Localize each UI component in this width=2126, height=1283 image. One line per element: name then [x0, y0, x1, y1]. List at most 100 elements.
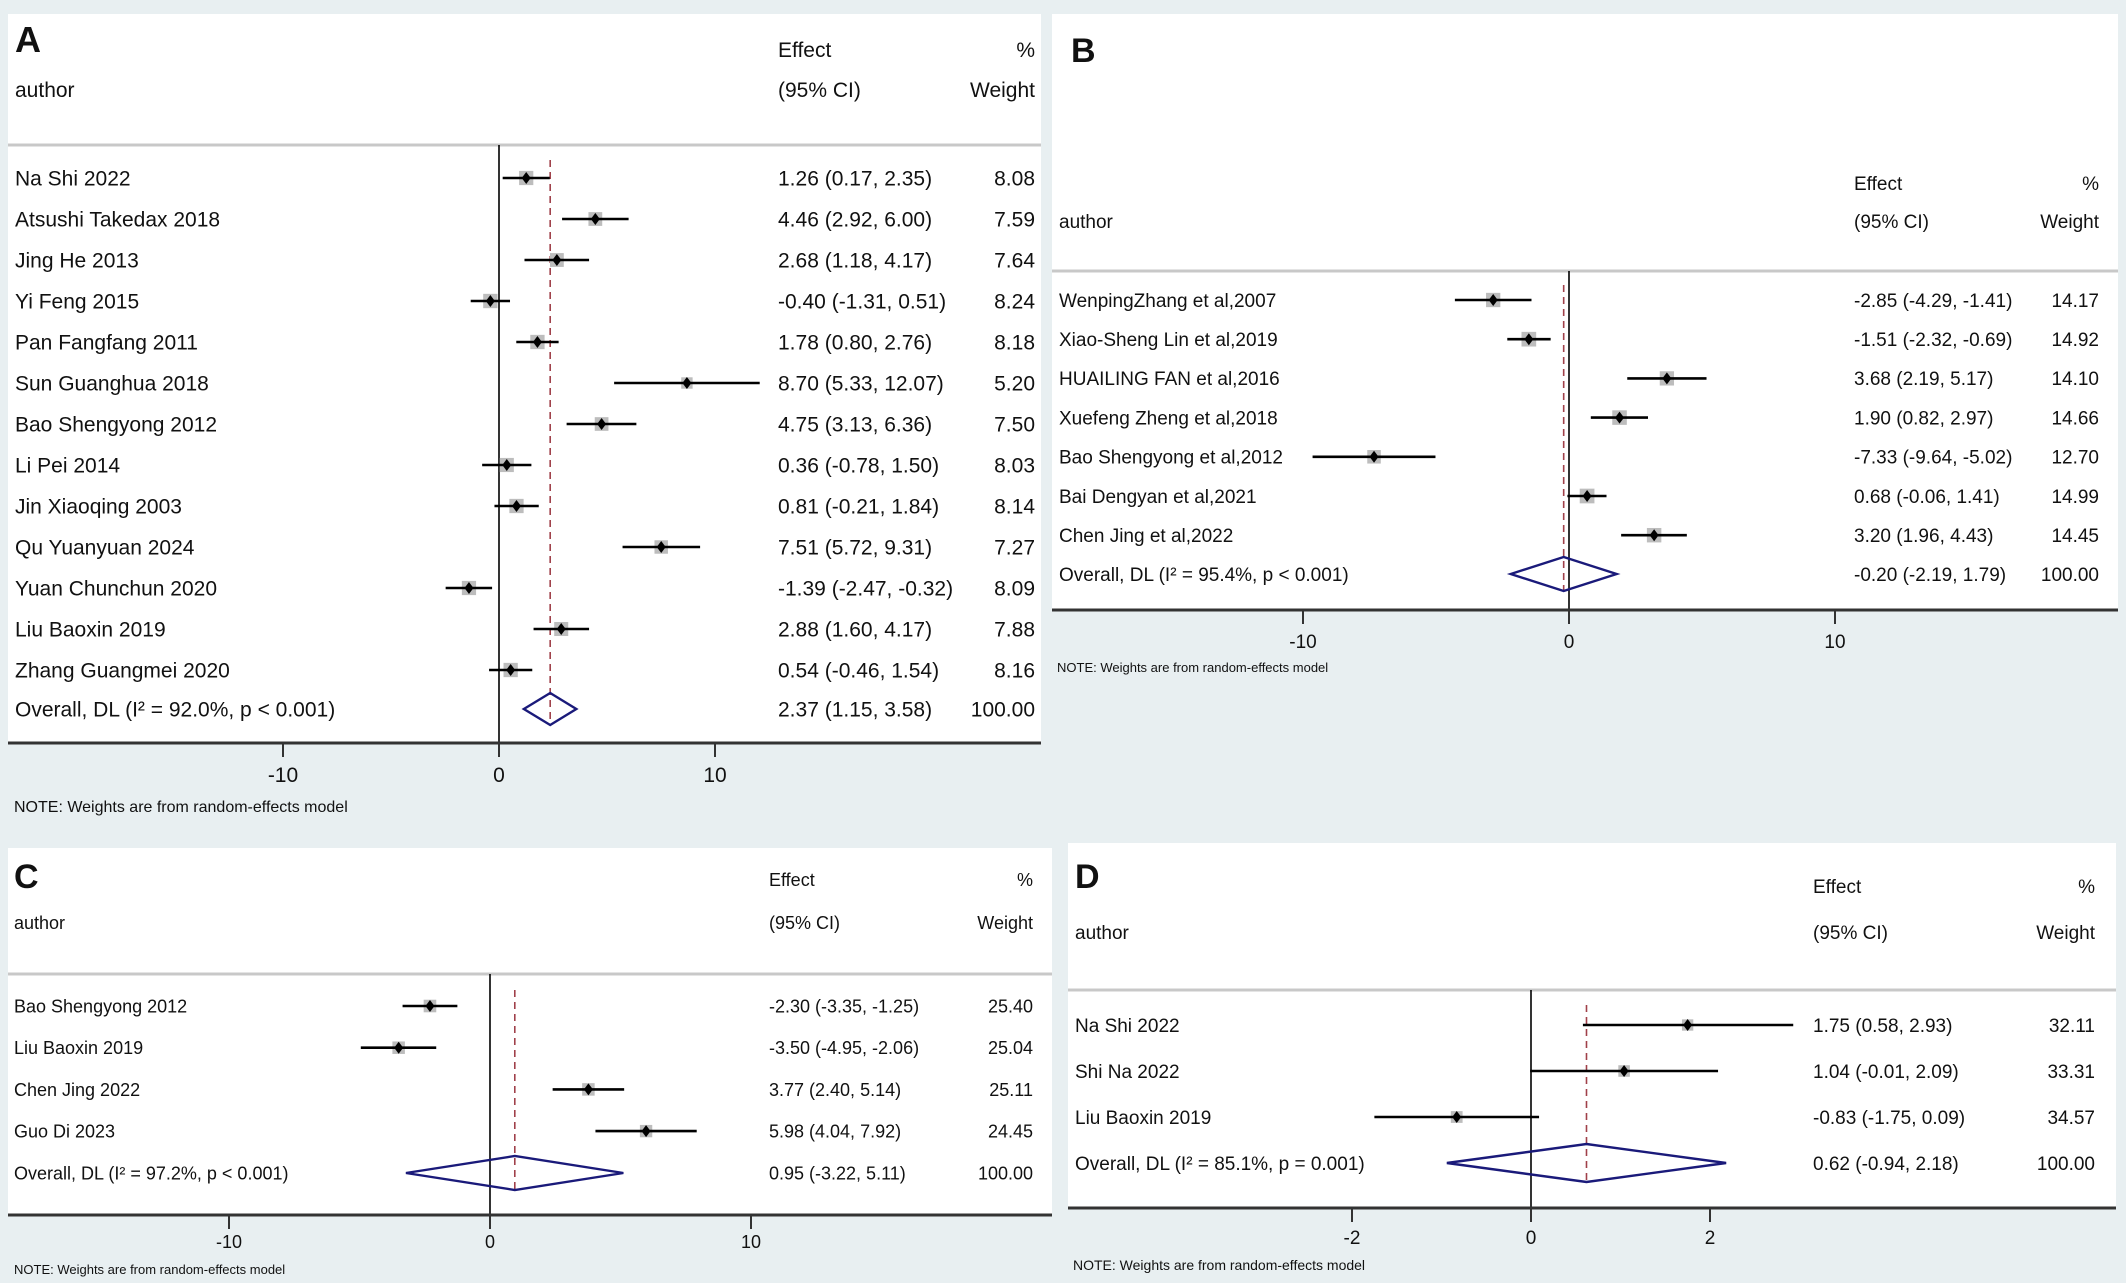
overall-row: Overall, DL (I² = 85.1%, p = 0.001) 0.62 …	[1075, 1142, 2095, 1184]
study-weight: 7.50	[994, 414, 1035, 437]
header-ci: (95% CI)	[1854, 212, 1929, 233]
study-weight: 7.64	[994, 250, 1035, 273]
x-tick-label: -10	[216, 1232, 242, 1252]
point-estimate	[1683, 1019, 1693, 1031]
study-row: Liu Baoxin 2019 -3.50 (-4.95, -2.06) 25.04	[14, 1038, 1033, 1058]
header-weight: Weight	[2040, 212, 2100, 233]
overall-effect-ci: 2.37 (1.15, 3.58)	[778, 699, 932, 722]
header-weight: Weight	[970, 79, 1035, 102]
study-effect-ci: 0.68 (-0.06, 1.41)	[1854, 487, 2000, 508]
point-estimate	[1615, 411, 1625, 424]
header-percent: %	[2082, 174, 2099, 195]
overall-weight: 100.00	[2041, 565, 2099, 586]
overall-effect-ci: -0.20 (-2.19, 1.79)	[1854, 565, 2006, 586]
overall-diamond	[1506, 555, 1621, 593]
overall-effect-ci: 0.95 (-3.22, 5.11)	[769, 1163, 906, 1183]
study-effect-ci: -0.83 (-1.75, 0.09)	[1813, 1108, 1965, 1129]
point-estimate	[552, 254, 562, 266]
point-estimate	[521, 172, 531, 184]
header-ci: (95% CI)	[1813, 923, 1888, 944]
study-weight: 14.66	[2051, 408, 2099, 429]
study-row: Bai Dengyan et al,2021 0.68 (-0.06, 1.41)…	[1059, 487, 2099, 508]
study-author: Shi Na 2022	[1075, 1062, 1180, 1083]
study-row: Jin Xiaoqing 2003 0.81 (-0.21, 1.84) 8.14	[15, 496, 1035, 519]
study-weight: 7.88	[994, 619, 1035, 642]
point-estimate	[1649, 529, 1659, 542]
study-effect-ci: 1.78 (0.80, 2.76)	[778, 332, 932, 355]
study-author: HUAILING FAN et al,2016	[1059, 369, 1280, 390]
x-tick-label: 0	[1564, 632, 1575, 653]
study-row: Liu Baoxin 2019 2.88 (1.60, 4.17) 7.88	[15, 619, 1035, 642]
study-weight: 7.27	[994, 537, 1035, 560]
study-effect-ci: -2.30 (-3.35, -1.25)	[769, 996, 919, 1016]
study-effect-ci: 8.70 (5.33, 12.07)	[778, 373, 944, 396]
header-author: author	[15, 79, 75, 102]
study-row: Qu Yuanyuan 2024 7.51 (5.72, 9.31) 7.27	[15, 537, 1035, 560]
study-row: Liu Baoxin 2019 -0.83 (-1.75, 0.09) 34.57	[1075, 1108, 2095, 1129]
study-weight: 8.09	[994, 578, 1035, 601]
study-author: Liu Baoxin 2019	[14, 1038, 143, 1058]
study-weight: 14.45	[2051, 526, 2099, 547]
overall-row: Overall, DL (I² = 97.2%, p < 0.001) 0.95 …	[14, 1154, 1033, 1192]
x-tick-label: 10	[703, 764, 726, 787]
x-tick-label: 10	[1824, 632, 1845, 653]
footnote: NOTE: Weights are from random-effects mo…	[14, 799, 348, 816]
study-row: Bao Shengyong 2012 -2.30 (-3.35, -1.25) 25…	[14, 996, 1033, 1016]
study-effect-ci: 0.54 (-0.46, 1.54)	[778, 660, 939, 683]
study-effect-ci: 2.88 (1.60, 4.17)	[778, 619, 932, 642]
study-effect-ci: -2.85 (-4.29, -1.41)	[1854, 291, 2012, 312]
study-effect-ci: 4.46 (2.92, 6.00)	[778, 209, 932, 232]
overall-weight: 100.00	[978, 1163, 1033, 1183]
study-weight: 32.11	[2049, 1016, 2095, 1037]
study-author: Jin Xiaoqing 2003	[15, 496, 182, 519]
header-weight: Weight	[977, 913, 1033, 933]
study-author: Zhang Guangmei 2020	[15, 660, 230, 683]
x-tick-label: 0	[493, 764, 505, 787]
study-weight: 14.99	[2051, 487, 2099, 508]
overall-diamond	[1446, 1142, 1727, 1184]
point-estimate	[394, 1041, 404, 1054]
study-author: Na Shi 2022	[15, 168, 131, 191]
study-weight: 8.03	[994, 455, 1035, 478]
study-row: Guo Di 2023 5.98 (4.04, 7.92) 24.45	[14, 1122, 1033, 1142]
study-author: Chen Jing 2022	[14, 1080, 140, 1100]
study-effect-ci: -7.33 (-9.64, -5.02)	[1854, 448, 2012, 469]
point-estimate	[506, 664, 516, 676]
point-estimate	[425, 1000, 435, 1012]
study-row: Xiao-Sheng Lin et al,2019 -1.51 (-2.32, -…	[1059, 330, 2099, 351]
study-author: Liu Baoxin 2019	[15, 619, 166, 642]
study-row: HUAILING FAN et al,2016 3.68 (2.19, 5.17)…	[1059, 369, 2099, 390]
study-author: Sun Guanghua 2018	[15, 373, 209, 396]
panel-label: D	[1075, 858, 1100, 896]
overall-effect-ci: 0.62 (-0.94, 2.18)	[1813, 1154, 1959, 1175]
study-weight: 25.40	[988, 996, 1033, 1016]
study-author: Guo Di 2023	[14, 1122, 115, 1142]
header-percent: %	[1017, 870, 1033, 890]
point-estimate	[1662, 372, 1672, 385]
study-weight: 8.14	[994, 496, 1035, 519]
point-estimate	[511, 500, 521, 512]
point-estimate	[682, 377, 692, 389]
study-effect-ci: 1.04 (-0.01, 2.09)	[1813, 1062, 1959, 1083]
header-percent: %	[1016, 39, 1035, 62]
header-effect: Effect	[778, 39, 831, 62]
study-weight: 25.11	[989, 1080, 1033, 1100]
overall-weight: 100.00	[2037, 1154, 2095, 1175]
header-effect: Effect	[1813, 877, 1862, 898]
x-tick-label: -10	[268, 764, 298, 787]
study-weight: 8.18	[994, 332, 1035, 355]
study-effect-ci: -1.39 (-2.47, -0.32)	[778, 578, 953, 601]
study-author: Li Pei 2014	[15, 455, 120, 478]
study-effect-ci: 3.77 (2.40, 5.14)	[769, 1080, 901, 1100]
x-tick-label: -10	[1289, 632, 1316, 653]
x-tick-label: 2	[1705, 1228, 1716, 1249]
point-estimate	[502, 459, 512, 471]
point-estimate	[1452, 1111, 1462, 1123]
study-author: Atsushi Takedax 2018	[15, 209, 220, 232]
point-estimate	[590, 213, 600, 225]
